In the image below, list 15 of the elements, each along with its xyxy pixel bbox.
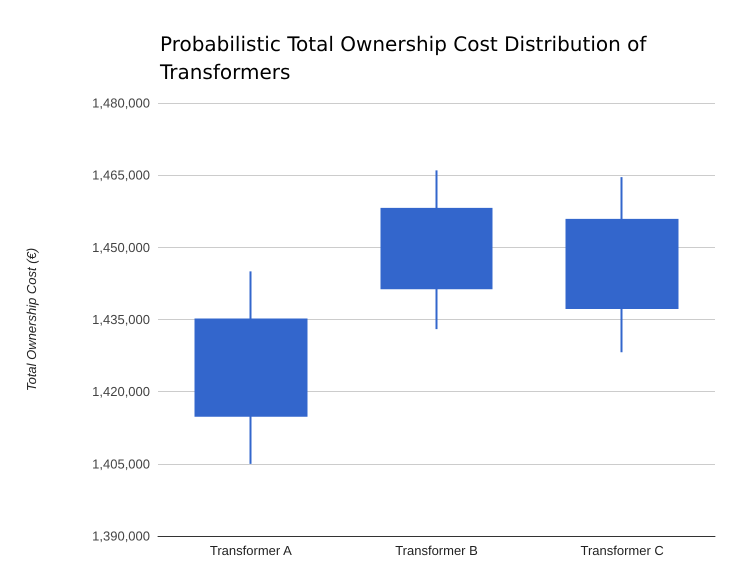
x-tick-label: Transformer C bbox=[580, 543, 664, 558]
y-tick-label: 1,405,000 bbox=[92, 456, 150, 472]
candlestick bbox=[566, 176, 678, 354]
candlestick bbox=[380, 169, 492, 330]
candlestick bbox=[194, 270, 308, 465]
y-tick-label: 1,420,000 bbox=[92, 384, 150, 400]
x-tick-label: Transformer B bbox=[395, 543, 478, 558]
x-tick-label: Transformer A bbox=[210, 543, 292, 558]
y-tick-label: 1,465,000 bbox=[92, 168, 150, 183]
y-tick-label: 1,390,000 bbox=[92, 528, 150, 544]
y-tick-label: 1,450,000 bbox=[92, 240, 150, 255]
y-axis-title: Total Ownership Cost (€) bbox=[24, 248, 39, 392]
chart-title: Probabilistic Total Ownership Cost Distribution of Transformers bbox=[159, 32, 653, 84]
y-tick-label: 1,435,000 bbox=[92, 312, 150, 327]
y-tick-label: 1,480,000 bbox=[92, 96, 150, 110]
